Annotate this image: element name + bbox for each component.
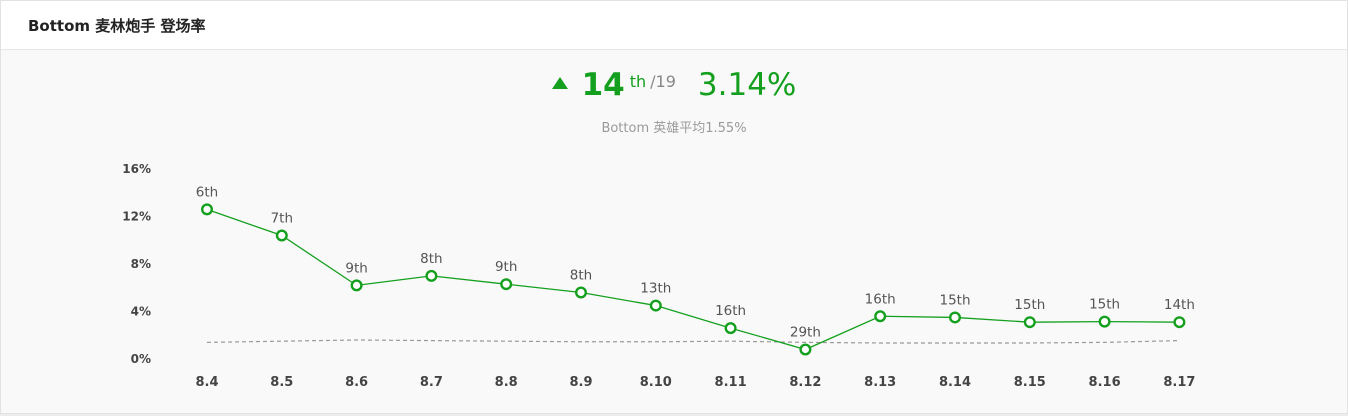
x-tick-label: 8.15 <box>1014 375 1046 390</box>
data-point <box>1173 316 1186 329</box>
data-point <box>649 299 662 312</box>
data-label: 15th <box>939 292 970 308</box>
data-point <box>575 286 588 299</box>
data-label: 16th <box>865 291 896 307</box>
x-tick-label: 8.5 <box>270 375 293 390</box>
rank-total: /19 <box>650 72 676 91</box>
panel-header: Bottom 麦林炮手 登场率 <box>1 1 1347 50</box>
data-label: 9th <box>495 259 517 275</box>
data-point <box>724 322 737 335</box>
y-tick-label: 4% <box>131 305 151 319</box>
y-tick-label: 12% <box>122 210 151 224</box>
x-tick-label: 8.7 <box>420 375 443 390</box>
data-label: 14th <box>1164 297 1195 313</box>
average-rate-text: Bottom 英雄平均1.55% <box>601 121 747 136</box>
data-label: 8th <box>420 251 442 267</box>
data-point <box>350 279 363 292</box>
y-tick-label: 8% <box>131 257 151 271</box>
data-point <box>425 269 438 282</box>
up-triangle-icon <box>551 77 568 89</box>
data-label: 29th <box>790 325 821 341</box>
rank-suffix: th <box>629 72 647 91</box>
x-tick-label: 8.17 <box>1163 375 1195 390</box>
x-tick-label: 8.6 <box>345 375 368 390</box>
rank-value: 14 <box>581 67 625 103</box>
data-point <box>200 203 213 216</box>
pick-rate-value: 3.14% <box>697 67 797 103</box>
panel-title: Bottom 麦林炮手 登场率 <box>28 17 206 35</box>
data-label: 13th <box>640 281 671 297</box>
data-point <box>949 311 962 324</box>
data-label: 6th <box>196 184 218 200</box>
data-label: 7th <box>271 211 293 227</box>
x-tick-label: 8.13 <box>864 375 896 390</box>
y-tick-label: 16% <box>122 162 151 176</box>
data-label: 15th <box>1014 297 1045 313</box>
y-tick-label: 0% <box>131 352 151 366</box>
pick-rate-line <box>206 208 1180 351</box>
x-tick-label: 8.14 <box>939 375 971 390</box>
data-point <box>874 310 887 323</box>
data-point <box>275 229 288 242</box>
average-line <box>206 339 1180 344</box>
data-point <box>799 343 812 356</box>
data-label: 9th <box>345 260 367 276</box>
data-point <box>1023 316 1036 329</box>
x-tick-label: 8.9 <box>569 375 592 390</box>
x-tick-label: 8.16 <box>1089 375 1121 390</box>
data-label: 8th <box>570 268 592 284</box>
data-point <box>1098 315 1111 328</box>
data-point <box>500 278 513 291</box>
x-tick-label: 8.10 <box>640 375 672 390</box>
x-tick-label: 8.12 <box>789 375 821 390</box>
data-label: 16th <box>715 303 746 319</box>
x-tick-label: 8.4 <box>195 375 218 390</box>
data-label: 15th <box>1089 297 1120 313</box>
x-tick-label: 8.8 <box>495 375 518 390</box>
x-tick-label: 8.11 <box>715 375 747 390</box>
